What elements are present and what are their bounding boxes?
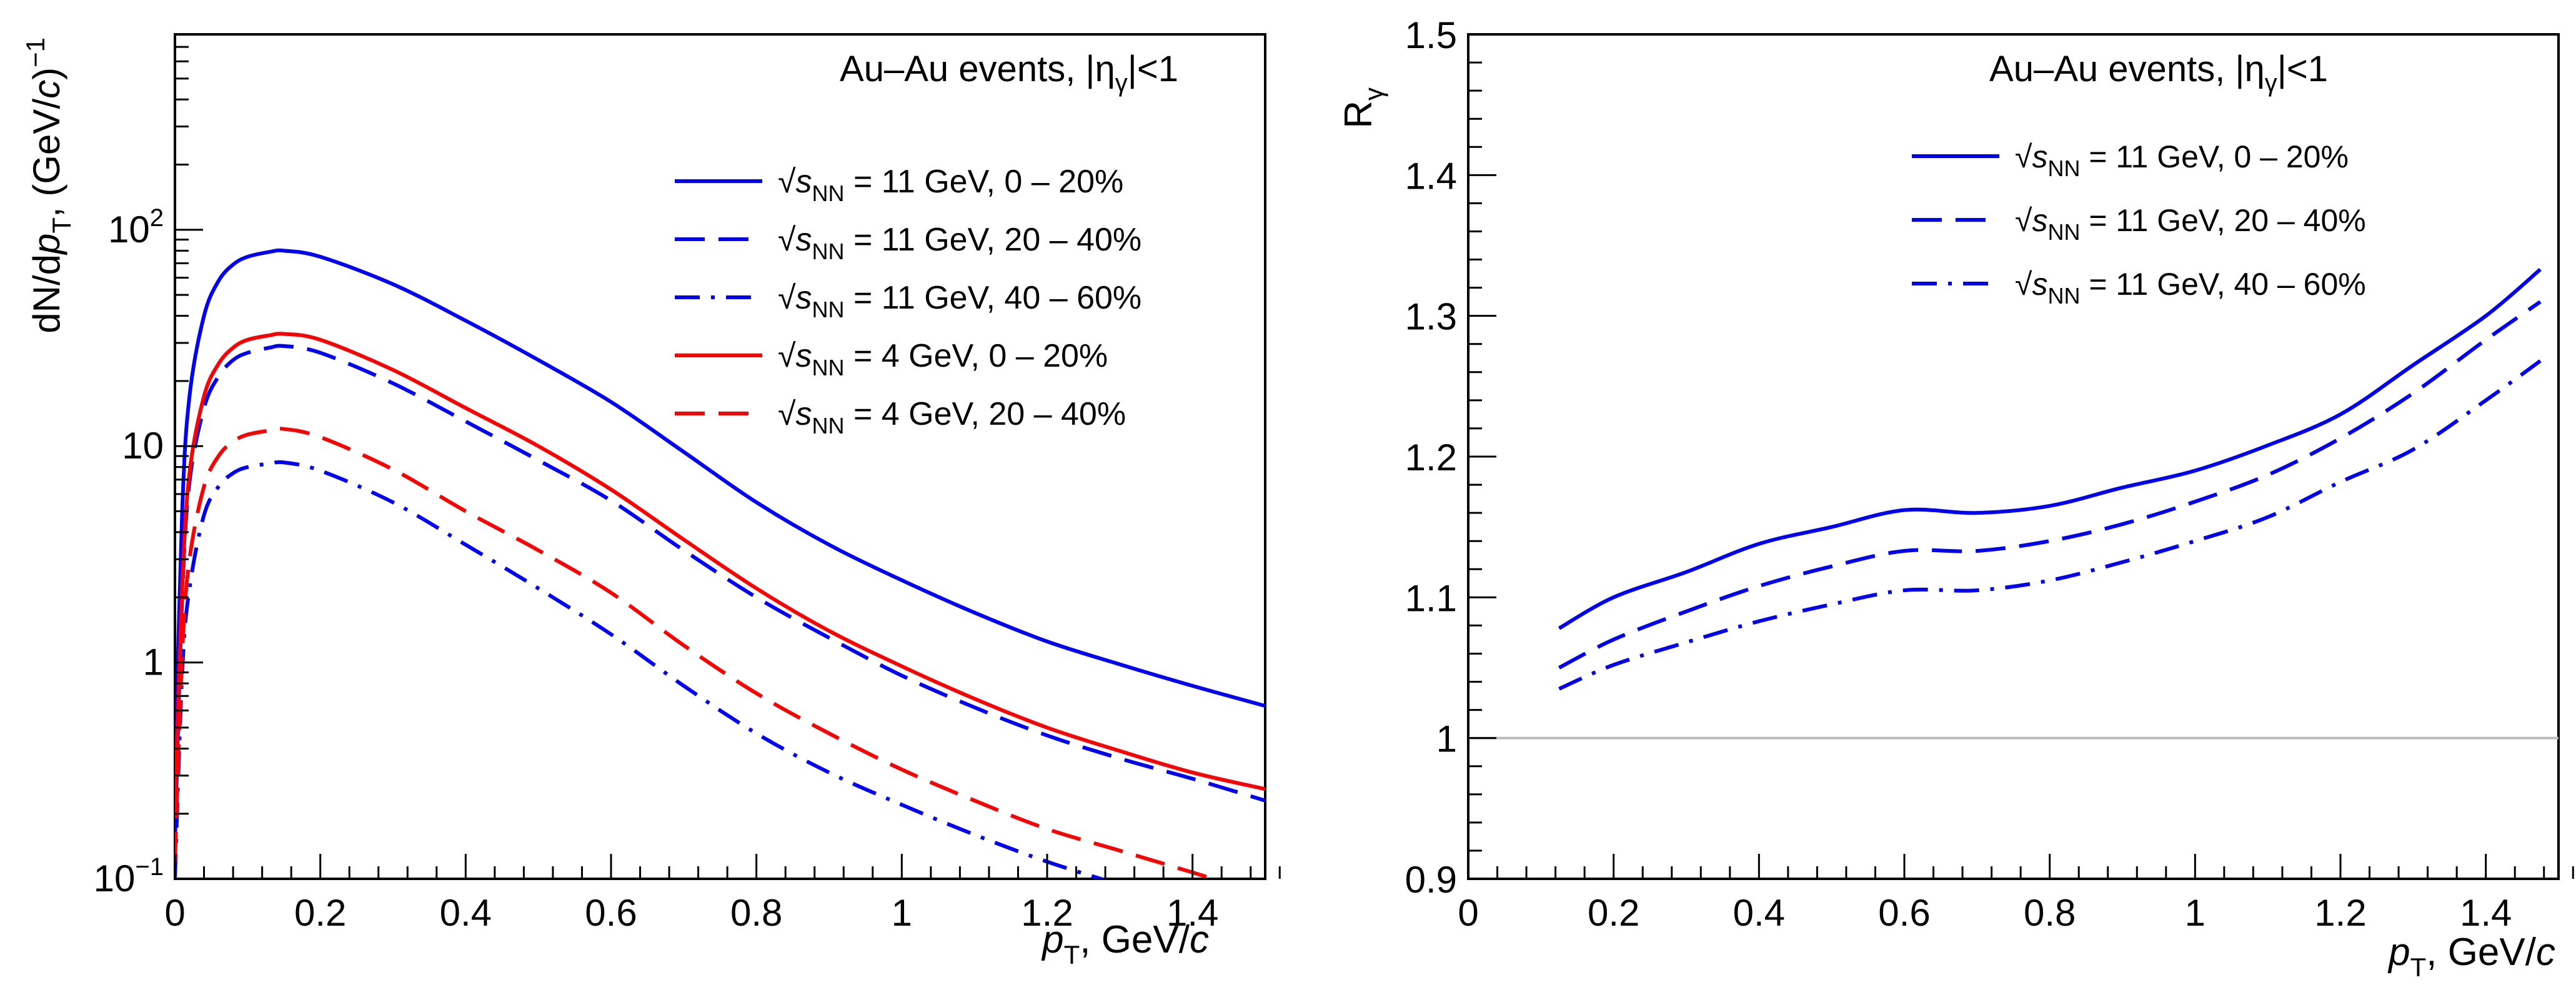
ratio-legend: √sNN = 11 GeV, 0 – 20% √sNN = 11 GeV, 20 … xyxy=(1912,139,2366,309)
legend-entry: √sNN = 11 GeV, 40 – 60% xyxy=(2015,267,2366,309)
legend-entry: √sNN = 11 GeV, 0 – 20% xyxy=(2015,139,2349,181)
x-tick-label: 1.4 xyxy=(1166,892,1218,934)
y-tick-label: 1 xyxy=(1436,718,1457,760)
spectra-annotation: Au–Au events, |ηγ|<1 xyxy=(840,49,1178,97)
ratio-curves xyxy=(1558,268,2542,691)
series-line xyxy=(175,427,1220,879)
ratio-ticks xyxy=(1467,33,2574,880)
x-tick-label: 0.8 xyxy=(730,892,782,934)
series-line xyxy=(175,344,1265,841)
y-tick-label: 10−1 xyxy=(94,853,164,899)
x-tick-label: 0.8 xyxy=(2024,892,2076,934)
y-tick-label: 1.4 xyxy=(1405,155,1457,197)
x-tick-label: 1 xyxy=(2185,892,2206,934)
x-tick-label: 0.6 xyxy=(585,892,637,934)
x-tick-label: 1.4 xyxy=(2460,892,2512,934)
spectra-x-axis-label: pT, GeV/c xyxy=(1041,918,1209,969)
y-tick-label: 102 xyxy=(108,204,164,250)
y-tick-label: 1.2 xyxy=(1405,437,1457,478)
x-tick-label: 0 xyxy=(164,892,185,934)
legend-entry: √sNN = 11 GeV, 0 – 20% xyxy=(778,164,1123,206)
legend-entry: √sNN = 11 GeV, 20 – 40% xyxy=(2015,203,2366,245)
legend-entry: √sNN = 11 GeV, 20 – 40% xyxy=(778,222,1141,264)
series-line xyxy=(1558,359,2542,691)
spectra-panel: 0 0.2 0.4 0.6 0.8 1 1.2 1.4 10−1 1 10 102 Au–Au eve… xyxy=(21,33,1281,969)
spectra-legend: √sNN = 11 GeV, 0 – 20% √sNN = 11 GeV, 20 … xyxy=(675,164,1141,438)
ratio-panel: 0 0.2 0.4 0.6 0.8 1 1.2 1.40.911.11.21.31.41.5 … xyxy=(1337,14,2574,982)
ratio-plot-frame xyxy=(1467,33,2560,880)
y-tick-label: 1 xyxy=(143,641,164,683)
series-line xyxy=(1558,300,2542,670)
ratio-y-axis-label: Rγ xyxy=(1337,87,1388,129)
x-tick-label: 0.2 xyxy=(1588,892,1639,934)
x-tick-label: 0.4 xyxy=(440,892,492,934)
spectra-tick-labels: 0 0.2 0.4 0.6 0.8 1 1.2 1.4 10−1 1 10 102 xyxy=(94,204,1219,934)
series-line xyxy=(175,332,1265,814)
x-tick-label: 1.2 xyxy=(2314,892,2366,934)
y-tick-label: 1.3 xyxy=(1405,296,1457,338)
x-tick-label: 1.2 xyxy=(1021,892,1073,934)
spectra-ticks xyxy=(174,33,1281,880)
x-tick-label: 0 xyxy=(1458,892,1478,934)
spectra-y-axis-label: dN/dpT, (GeV/c)−1 xyxy=(21,37,76,334)
legend-entry: √sNN = 4 GeV, 20 – 40% xyxy=(778,396,1126,438)
x-tick-label: 0.6 xyxy=(1878,892,1930,934)
series-line xyxy=(175,460,1108,879)
spectra-curves xyxy=(175,248,1265,879)
x-tick-label: 1 xyxy=(892,892,912,934)
series-line xyxy=(1558,268,2542,630)
y-tick-label: 1.1 xyxy=(1405,577,1457,619)
legend-entry: √sNN = 4 GeV, 0 – 20% xyxy=(778,338,1108,380)
ratio-tick-labels: 0 0.2 0.4 0.6 0.8 1 1.2 1.4 0.9 1 1.1 1.2 1.3 1.4 1.5 xyxy=(1405,14,2512,934)
ratio-annotation: Au–Au events, |ηγ|<1 xyxy=(1989,49,2328,97)
y-tick-label: 1.5 xyxy=(1405,14,1457,56)
series-line xyxy=(175,248,1265,776)
x-tick-label: 0.2 xyxy=(294,892,346,934)
y-tick-label: 0.9 xyxy=(1405,859,1457,901)
y-tick-label: 10 xyxy=(122,425,164,467)
ratio-x-axis-label: pT, GeV/c xyxy=(2387,931,2555,982)
x-tick-label: 0.4 xyxy=(1733,892,1785,934)
legend-entry: √sNN = 11 GeV, 40 – 60% xyxy=(778,280,1141,322)
